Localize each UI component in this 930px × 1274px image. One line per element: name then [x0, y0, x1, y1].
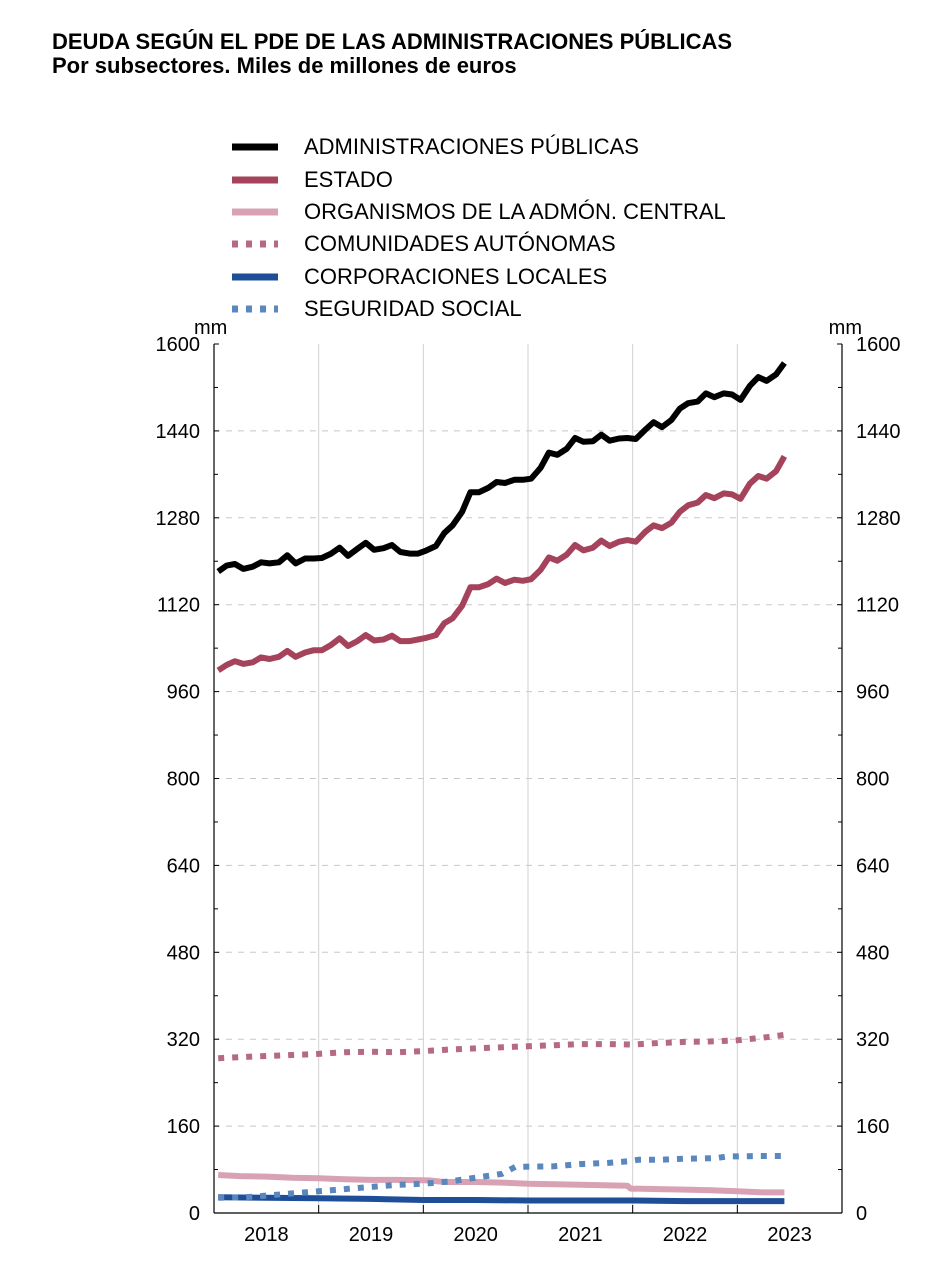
series-line-3 — [218, 1031, 785, 1062]
legend-swatch — [232, 143, 278, 151]
y-tick-label-right: 1600 — [856, 334, 901, 356]
y-tick-label-right: 160 — [856, 1116, 889, 1138]
y-unit-right: mm — [829, 317, 862, 339]
y-tick-label-left: 0 — [189, 1203, 200, 1225]
y-tick-label-left: 640 — [167, 855, 200, 877]
y-tick-label-right: 640 — [856, 855, 889, 877]
legend-item-administraciones: ADMINISTRACIONES PÚBLICAS — [230, 131, 726, 163]
legend-swatch — [232, 273, 278, 281]
legend-swatch — [232, 176, 278, 184]
series-line-1 — [216, 454, 788, 673]
y-tick-label-left: 1440 — [156, 421, 201, 443]
x-tick-label: 2018 — [244, 1224, 289, 1246]
y-tick-label-left: 160 — [167, 1116, 200, 1138]
axis-labels: 0 0 160 160 320 320 480 480 640 640 800 800 960 960 11… — [156, 317, 901, 1246]
legend-label: CORPORACIONES LOCALES — [304, 263, 608, 289]
y-tick-label-right: 800 — [856, 769, 889, 791]
series-line-0 — [216, 361, 787, 575]
x-tick-label: 2023 — [767, 1224, 812, 1246]
x-tick-label: 2020 — [453, 1224, 498, 1246]
y-tick-label-right: 960 — [856, 682, 889, 704]
legend-label: ORGANISMOS DE LA ADMÓN. CENTRAL — [304, 198, 726, 224]
legend-label: SEGURIDAD SOCIAL — [304, 296, 522, 322]
legend-item-comunidades: COMUNIDADES AUTÓNOMAS — [230, 228, 726, 260]
legend-label: ADMINISTRACIONES PÚBLICAS — [304, 134, 639, 160]
y-unit-left: mm — [194, 317, 227, 339]
x-tick-label: 2021 — [558, 1224, 603, 1246]
y-tick-label-left: 1280 — [156, 508, 201, 530]
legend-swatch — [232, 208, 278, 216]
series-line-2 — [218, 1172, 785, 1196]
y-tick-label-left: 1120 — [157, 595, 200, 617]
legend: ADMINISTRACIONES PÚBLICAS ESTADO ORGANIS… — [230, 131, 726, 325]
x-tick-label: 2019 — [349, 1224, 394, 1246]
y-tick-label-right: 1440 — [856, 421, 901, 443]
grid — [214, 344, 842, 1213]
legend-item-corporaciones: CORPORACIONES LOCALES — [230, 261, 726, 293]
y-tick-label-left: 800 — [167, 769, 200, 791]
y-tick-label-left: 960 — [167, 682, 200, 704]
y-tick-label-right: 1280 — [856, 508, 901, 530]
y-tick-label-right: 480 — [856, 942, 889, 964]
legend-item-estado: ESTADO — [230, 163, 726, 195]
legend-label: ESTADO — [304, 166, 393, 192]
y-tick-label-right: 320 — [856, 1029, 889, 1051]
plot-frame — [213, 343, 843, 1214]
chart-subtitle: Por subsectores. Miles de millones de eu… — [52, 53, 517, 78]
y-tick-label-left: 1600 — [156, 334, 201, 356]
series-layer — [216, 361, 788, 1205]
y-tick-label-left: 320 — [167, 1029, 200, 1051]
y-tick-label-left: 480 — [167, 942, 200, 964]
x-tick-label: 2022 — [663, 1224, 708, 1246]
y-tick-label-right: 0 — [856, 1203, 867, 1225]
legend-label: COMUNIDADES AUTÓNOMAS — [304, 231, 616, 257]
y-tick-label-right: 1120 — [856, 595, 899, 617]
legend-item-organismos: ORGANISMOS DE LA ADMÓN. CENTRAL — [230, 196, 726, 228]
legend-item-seguridad: SEGURIDAD SOCIAL — [230, 293, 726, 325]
chart-title-block: DEUDA SEGÚN EL PDE DE LAS ADMINISTRACION… — [52, 30, 732, 78]
chart-title: DEUDA SEGÚN EL PDE DE LAS ADMINISTRACION… — [52, 29, 733, 54]
series-line-4 — [218, 1194, 785, 1205]
